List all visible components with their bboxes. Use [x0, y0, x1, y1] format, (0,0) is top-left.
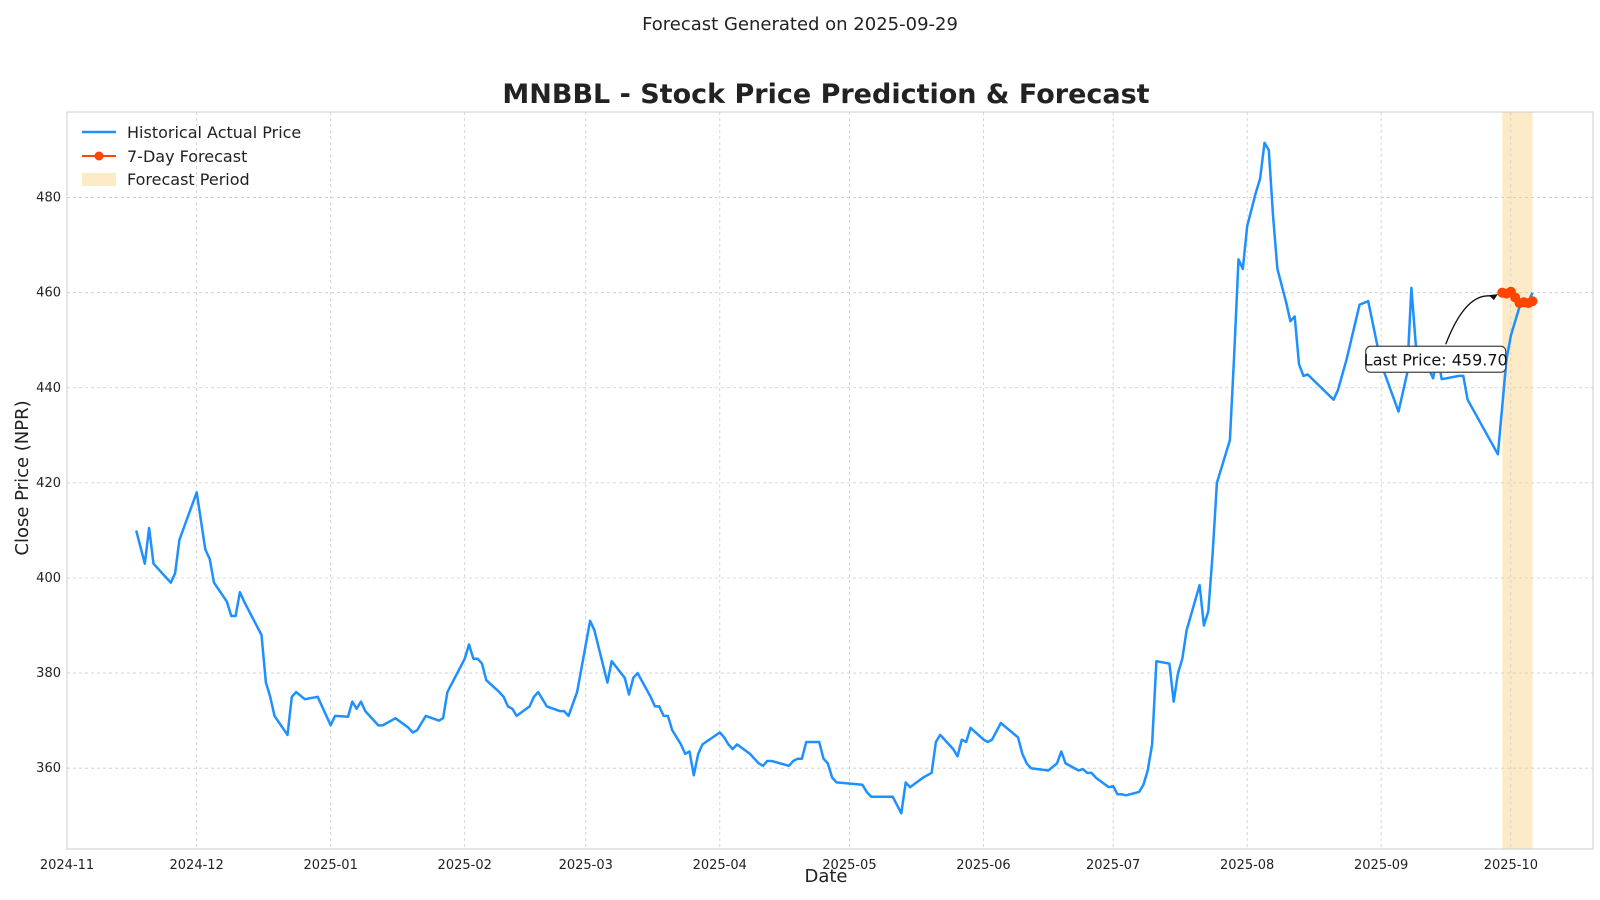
- figure-suptitle: Forecast Generated on 2025-09-29: [642, 14, 958, 35]
- y-axis-ticks: 360 380 400 420 440 460 480: [36, 191, 61, 777]
- y-tick-label: 400: [36, 571, 61, 586]
- historical-price-line: [134, 141, 1534, 815]
- x-axis-ticks: 2024-11 2024-12 2025-01 2025-02 2025-03 2025-…: [40, 858, 1538, 873]
- x-tick-label: 2025-02: [438, 858, 492, 873]
- x-tick-label: 2024-12: [170, 858, 224, 873]
- legend-label-forecast-period: Forecast Period: [127, 170, 250, 189]
- legend-item-forecast: 7-Day Forecast: [82, 147, 247, 166]
- y-axis-label: Close Price (NPR): [12, 400, 33, 555]
- annotation-layer: Last Price: 459.70: [1364, 294, 1508, 373]
- y-tick-label: 360: [36, 761, 61, 776]
- chart-title: MNBBL - Stock Price Prediction & Forecas…: [502, 79, 1149, 110]
- x-axis-label: Date: [804, 866, 847, 887]
- x-tick-label: 2025-07: [1086, 858, 1140, 873]
- legend-item-forecast-period: Forecast Period: [82, 170, 250, 189]
- x-tick-label: 2025-03: [559, 858, 613, 873]
- x-tick-label: 2025-05: [822, 858, 876, 873]
- y-tick-label: 480: [36, 191, 61, 206]
- x-tick-label: 2024-11: [40, 858, 94, 873]
- legend: Historical Actual Price 7-Day Forecast F…: [82, 123, 301, 189]
- plot-frame: [66, 111, 1594, 850]
- y-tick-label: 380: [36, 666, 61, 681]
- x-tick-label: 2025-10: [1484, 858, 1538, 873]
- forecast-period-band: [1502, 112, 1533, 849]
- annotation-text: Last Price: 459.70: [1364, 350, 1508, 369]
- y-tick-label: 440: [36, 381, 61, 396]
- legend-label-forecast: 7-Day Forecast: [127, 147, 247, 166]
- x-tick-label: 2025-01: [304, 858, 358, 873]
- legend-item-historical: Historical Actual Price: [82, 123, 301, 142]
- annotation-box: [1365, 345, 1507, 373]
- series-layer: [134, 141, 1538, 815]
- plot-area: Last Price: 459.70: [66, 111, 1594, 850]
- x-tick-label: 2025-06: [956, 858, 1010, 873]
- legend-label-historical: Historical Actual Price: [127, 123, 301, 142]
- x-tick-label: 2025-04: [693, 858, 747, 873]
- forecast-point: [1527, 296, 1538, 307]
- legend-swatch-forecast-period: [82, 173, 116, 186]
- legend-marker-forecast: [94, 151, 104, 161]
- plot-background: [67, 112, 1593, 849]
- annotation-arrowhead: [1488, 294, 1498, 301]
- y-tick-label: 460: [36, 286, 61, 301]
- annotation-arrow: [1445, 295, 1492, 345]
- x-tick-label: 2025-09: [1354, 858, 1408, 873]
- x-tick-label: 2025-08: [1220, 858, 1274, 873]
- forecast-band-layer: [1502, 112, 1533, 849]
- y-tick-label: 420: [36, 476, 61, 491]
